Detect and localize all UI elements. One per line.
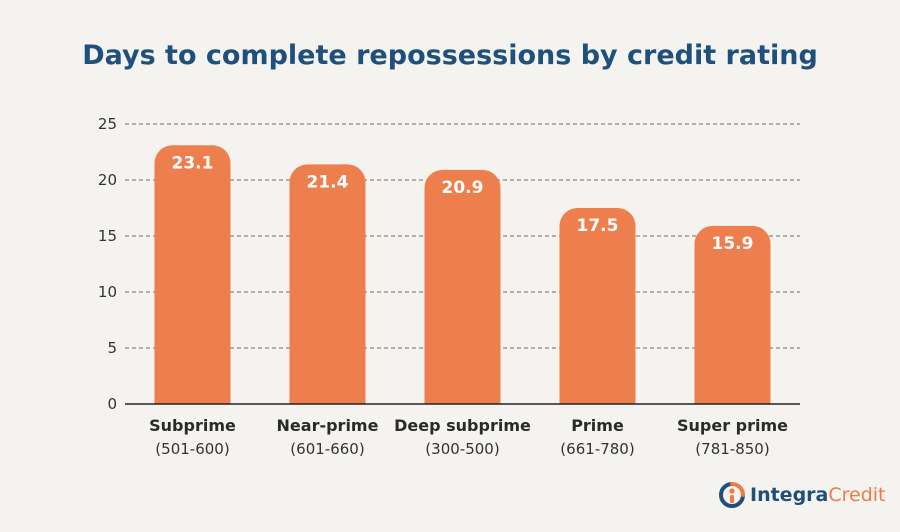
bar-value-label: 15.9 [712, 234, 754, 254]
x-category-range: (300-500) [425, 440, 499, 458]
bar [289, 164, 366, 404]
x-category-range: (781-850) [695, 440, 769, 458]
bar-value-label: 17.5 [577, 216, 619, 236]
integra-logo-icon [719, 482, 745, 508]
logo-text-primary: Integra [750, 484, 829, 506]
integra-credit-logo: IntegraCredit [718, 481, 886, 509]
x-category-label: Subprime [149, 416, 236, 435]
y-tick-label: 0 [107, 395, 117, 413]
y-tick-label: 20 [98, 171, 117, 189]
bar-value-label: 20.9 [442, 178, 484, 198]
x-category-label: Super prime [677, 416, 788, 435]
x-category-range: (501-600) [155, 440, 229, 458]
chart-title: Days to complete repossessions by credit… [82, 40, 818, 71]
y-tick-label: 5 [107, 339, 117, 357]
y-tick-label: 10 [98, 283, 117, 301]
y-tick-label: 25 [98, 115, 117, 133]
x-category-range: (661-780) [560, 440, 634, 458]
x-category-label: Deep subprime [394, 416, 531, 435]
bar [154, 145, 231, 404]
bars: 23.1 21.4 20.9 17.5 15.9 [154, 145, 771, 404]
bar [559, 208, 636, 404]
bar [694, 225, 771, 404]
bar-value-label: 23.1 [172, 153, 214, 173]
y-tick-label: 15 [98, 227, 117, 245]
x-category-range: (601-660) [290, 440, 364, 458]
x-category-label: Prime [571, 416, 624, 435]
x-category-label: Near-prime [277, 416, 379, 435]
y-axis: 0 5 10 15 20 25 [98, 115, 117, 413]
bar-value-label: 21.4 [307, 172, 349, 192]
logo-text-secondary: Credit [828, 484, 886, 506]
x-axis: Subprime (501-600) Near-prime (601-660) Deep… [125, 403, 800, 458]
bar [424, 169, 501, 404]
